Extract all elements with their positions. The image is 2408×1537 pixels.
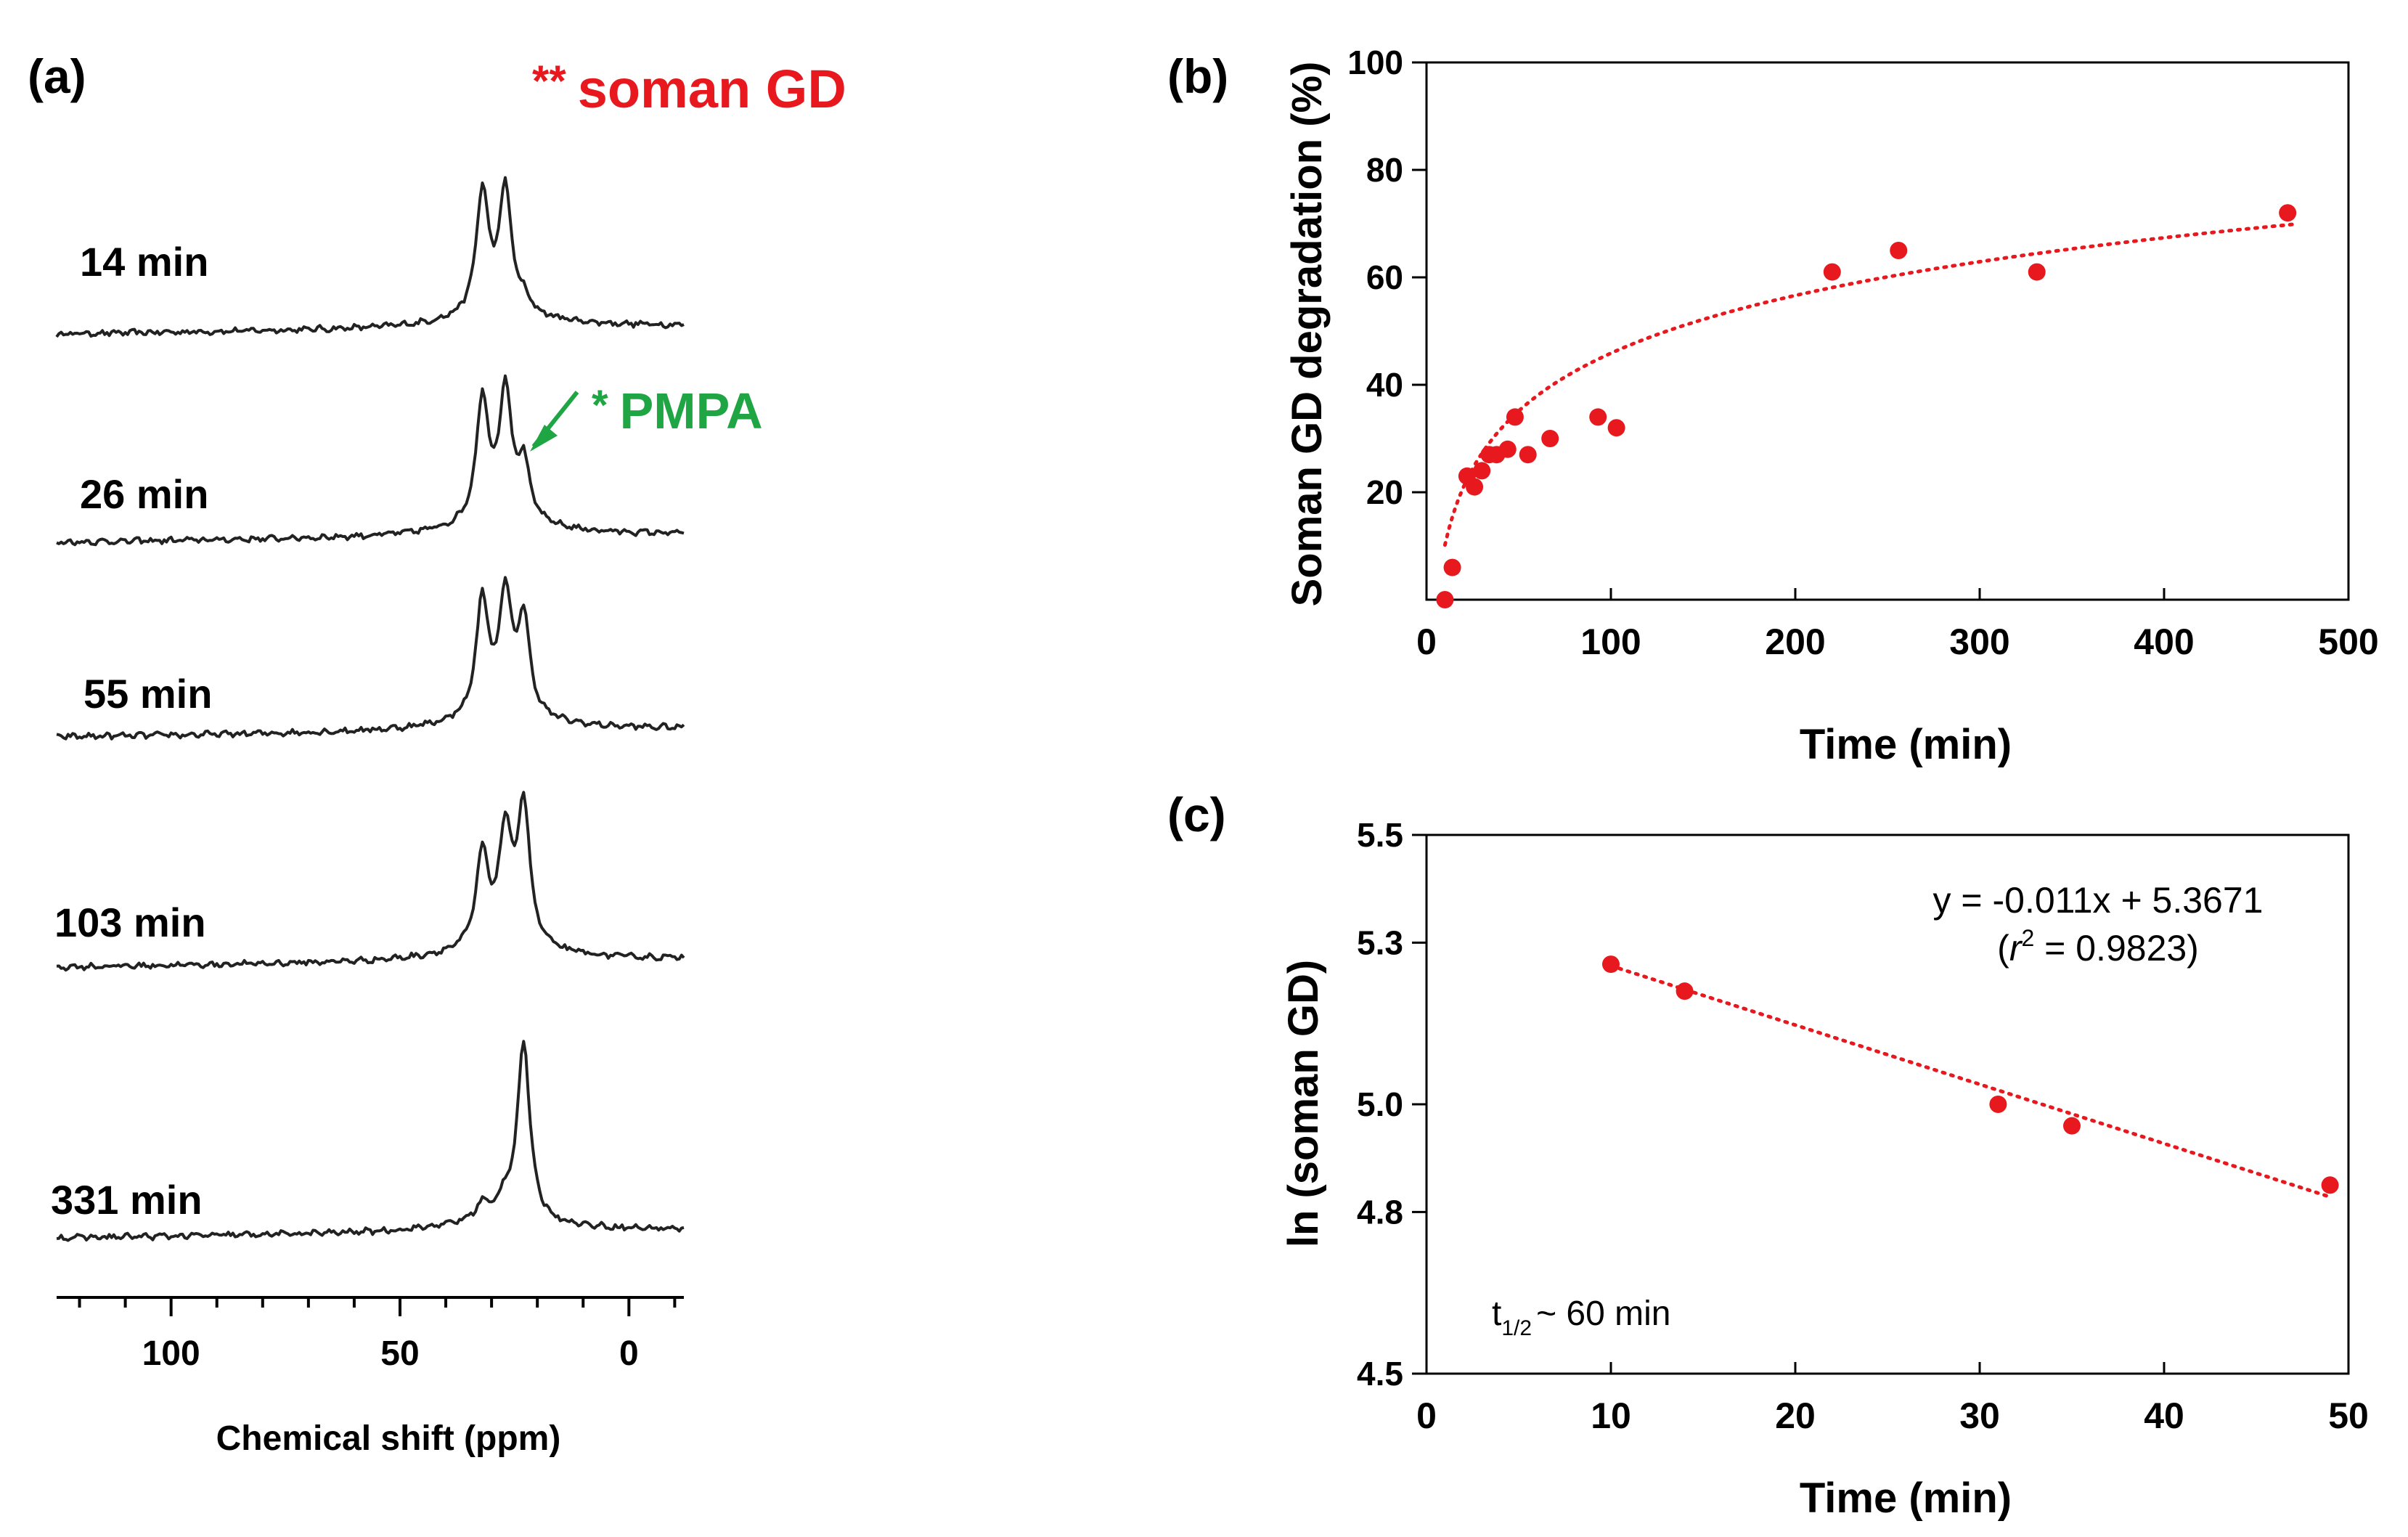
data-point xyxy=(1989,1096,2007,1113)
pmpa-label: PMPA xyxy=(620,383,763,439)
data-point xyxy=(1473,462,1491,480)
spectrum-line-26-min xyxy=(56,374,685,547)
r-squared-r: r xyxy=(2009,928,2023,969)
x-tick-label: 100 xyxy=(1580,621,1641,662)
panel-a-label: (a) xyxy=(28,49,86,103)
x-tick-label: 40 xyxy=(2144,1395,2184,1436)
data-point xyxy=(1676,982,1694,1000)
data-point xyxy=(1823,263,1841,281)
pmpa-marker: * xyxy=(592,382,608,429)
data-point xyxy=(1890,242,1908,259)
data-point xyxy=(1589,408,1607,426)
panel-a-tick-label: 0 xyxy=(619,1334,639,1373)
x-tick-label: 50 xyxy=(2328,1395,2369,1436)
y-tick-label: 4.5 xyxy=(1357,1355,1403,1393)
panel-c-ticks: 0 10 20 30 40 50 4.5 4.8 5.0 5.3 5.5 xyxy=(1357,816,2369,1436)
data-point xyxy=(2063,1117,2081,1135)
panel-a-ticks: 100 50 0 xyxy=(78,1297,677,1373)
data-point xyxy=(1436,591,1454,608)
half-life-label: t1/2 ~ 60 min xyxy=(1492,1295,1671,1340)
panel-b-x-axis-title: Time (min) xyxy=(1800,721,2012,768)
y-tick-label: 4.8 xyxy=(1357,1193,1403,1231)
data-point xyxy=(1498,440,1517,458)
data-point xyxy=(2279,204,2297,222)
y-tick-label: 5.0 xyxy=(1357,1085,1403,1123)
data-point xyxy=(2321,1176,2339,1194)
data-point xyxy=(1607,419,1625,437)
data-point xyxy=(1443,558,1461,576)
spectrum-line-103-min xyxy=(56,791,685,972)
spectrum-line-55-min xyxy=(56,576,685,741)
panel-b-y-axis-title: Soman GD degradation (%) xyxy=(1283,62,1331,607)
panel-c-x-axis-title: Time (min) xyxy=(1800,1475,2012,1522)
data-point xyxy=(1519,446,1537,464)
data-point xyxy=(1541,430,1559,447)
panel-c-points xyxy=(1602,955,2339,1194)
data-point xyxy=(1506,408,1524,426)
y-tick-label: 20 xyxy=(1366,473,1403,511)
regression-equation: y = -0.011x + 5.3671 xyxy=(1933,880,2264,921)
panel-b-plot-frame xyxy=(1425,61,2350,601)
y-tick-label: 5.3 xyxy=(1357,924,1403,961)
panel-a-tick-label: 50 xyxy=(380,1334,419,1373)
panel-b-label: (b) xyxy=(1167,49,1228,103)
y-tick-label: 60 xyxy=(1366,258,1403,296)
half-life-t: t xyxy=(1492,1295,1501,1333)
data-point xyxy=(2028,263,2046,281)
x-tick-label: 300 xyxy=(1949,621,2009,662)
x-tick-label: 20 xyxy=(1775,1395,1816,1436)
pmpa-arrow-head xyxy=(530,425,558,452)
data-point xyxy=(1602,955,1620,974)
half-life-value: ~ 60 min xyxy=(1536,1295,1670,1333)
y-tick-label: 100 xyxy=(1347,44,1403,81)
spectra-group: 14 min 26 min 55 min 103 min 331 min xyxy=(51,176,685,1242)
spectrum-label: 103 min xyxy=(54,900,206,945)
x-tick-label: 30 xyxy=(1959,1395,2000,1436)
r-squared-label: (r2 = 0.9823) xyxy=(1997,925,2199,969)
r-squared-open: ( xyxy=(1997,928,2009,969)
y-tick-label: 5.5 xyxy=(1357,816,1403,854)
soman-gd-annotation: ** soman GD xyxy=(532,57,846,119)
x-tick-label: 400 xyxy=(2134,621,2194,662)
soman-gd-label: soman GD xyxy=(578,59,846,119)
panel-a-x-axis-title: Chemical shift (ppm) xyxy=(216,1419,561,1458)
y-tick-label: 80 xyxy=(1366,151,1403,189)
x-tick-label: 0 xyxy=(1416,621,1437,662)
y-tick-label: 40 xyxy=(1366,366,1403,404)
spectrum-line-14-min xyxy=(55,176,685,338)
panel-b-degradation-chart: (b) 0 100 200 300 400 500 20 40 60 80 100 Time (mi… xyxy=(1167,44,2379,768)
panel-b-points xyxy=(1436,204,2297,608)
panel-c-trendline xyxy=(1609,963,2333,1199)
spectrum-label: 55 min xyxy=(83,671,212,717)
half-life-sub: 1/2 xyxy=(1501,1316,1532,1340)
spectrum-label: 26 min xyxy=(80,471,208,517)
spectrum-line-331-min xyxy=(56,1040,685,1242)
spectrum-label: 14 min xyxy=(80,239,208,285)
panel-b-ticks: 0 100 200 300 400 500 20 40 60 80 100 xyxy=(1347,44,2378,662)
soman-gd-marker: ** xyxy=(532,57,566,105)
panel-c-y-axis-title: ln (soman GD) xyxy=(1280,960,1327,1247)
r-squared-value: = 0.9823) xyxy=(2034,928,2199,969)
x-tick-label: 0 xyxy=(1416,1395,1437,1436)
panel-c-kinetics-chart: (c) 0 10 20 30 40 50 4.5 4.8 5.0 5.3 5.5 y = -0.01… xyxy=(1167,788,2369,1522)
x-tick-label: 500 xyxy=(2318,621,2378,662)
pmpa-annotation: * PMPA xyxy=(592,382,763,439)
x-tick-label: 200 xyxy=(1765,621,1825,662)
r-squared-sup: 2 xyxy=(2021,925,2034,951)
panel-c-label: (c) xyxy=(1167,788,1226,841)
x-tick-label: 10 xyxy=(1591,1395,1631,1436)
data-point xyxy=(1466,478,1484,496)
spectrum-label: 331 min xyxy=(51,1177,203,1223)
panel-a-tick-label: 100 xyxy=(142,1334,200,1373)
panel-b-trendline xyxy=(1442,222,2295,547)
